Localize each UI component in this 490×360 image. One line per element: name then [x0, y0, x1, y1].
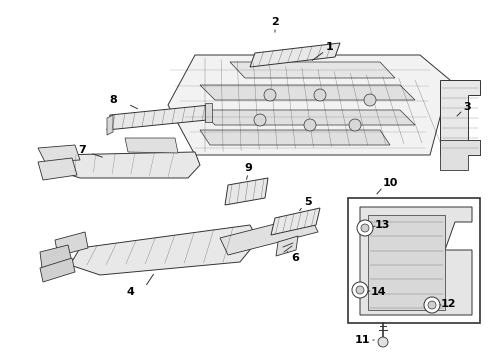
- Circle shape: [254, 114, 266, 126]
- Polygon shape: [200, 130, 390, 145]
- Polygon shape: [200, 85, 415, 100]
- Polygon shape: [107, 105, 210, 130]
- Text: 2: 2: [271, 17, 279, 27]
- Polygon shape: [205, 103, 212, 122]
- Text: 6: 6: [291, 253, 299, 263]
- Polygon shape: [271, 208, 320, 235]
- Circle shape: [361, 224, 369, 232]
- Text: 11: 11: [354, 335, 370, 345]
- Circle shape: [356, 286, 364, 294]
- Text: 14: 14: [370, 287, 386, 297]
- Circle shape: [428, 301, 436, 309]
- Text: 7: 7: [78, 145, 86, 155]
- Circle shape: [352, 282, 368, 298]
- Polygon shape: [38, 158, 77, 180]
- Polygon shape: [55, 232, 88, 256]
- Circle shape: [378, 337, 388, 347]
- Circle shape: [264, 89, 276, 101]
- Circle shape: [314, 89, 326, 101]
- Polygon shape: [40, 258, 75, 282]
- Circle shape: [424, 297, 440, 313]
- Polygon shape: [250, 43, 340, 67]
- Polygon shape: [440, 80, 480, 155]
- Circle shape: [357, 220, 373, 236]
- Polygon shape: [225, 178, 268, 205]
- Polygon shape: [125, 138, 178, 153]
- Text: 8: 8: [109, 95, 117, 105]
- Text: 3: 3: [463, 102, 471, 112]
- Text: 1: 1: [326, 42, 334, 52]
- Polygon shape: [440, 140, 480, 170]
- Text: 4: 4: [126, 287, 134, 297]
- Polygon shape: [368, 215, 445, 310]
- Polygon shape: [230, 62, 395, 78]
- Circle shape: [364, 94, 376, 106]
- Polygon shape: [220, 215, 318, 255]
- Polygon shape: [38, 145, 80, 162]
- Text: 9: 9: [244, 163, 252, 173]
- Text: 10: 10: [382, 178, 398, 188]
- Polygon shape: [276, 236, 298, 256]
- Polygon shape: [360, 207, 472, 315]
- Circle shape: [349, 119, 361, 131]
- Text: 5: 5: [304, 197, 312, 207]
- Polygon shape: [107, 115, 113, 135]
- Polygon shape: [168, 55, 450, 155]
- Polygon shape: [200, 110, 415, 125]
- Bar: [348, 198, 480, 323]
- Polygon shape: [55, 152, 200, 178]
- Circle shape: [304, 119, 316, 131]
- Text: 12: 12: [440, 299, 456, 309]
- Polygon shape: [40, 245, 72, 268]
- Polygon shape: [70, 225, 258, 275]
- Text: 13: 13: [374, 220, 390, 230]
